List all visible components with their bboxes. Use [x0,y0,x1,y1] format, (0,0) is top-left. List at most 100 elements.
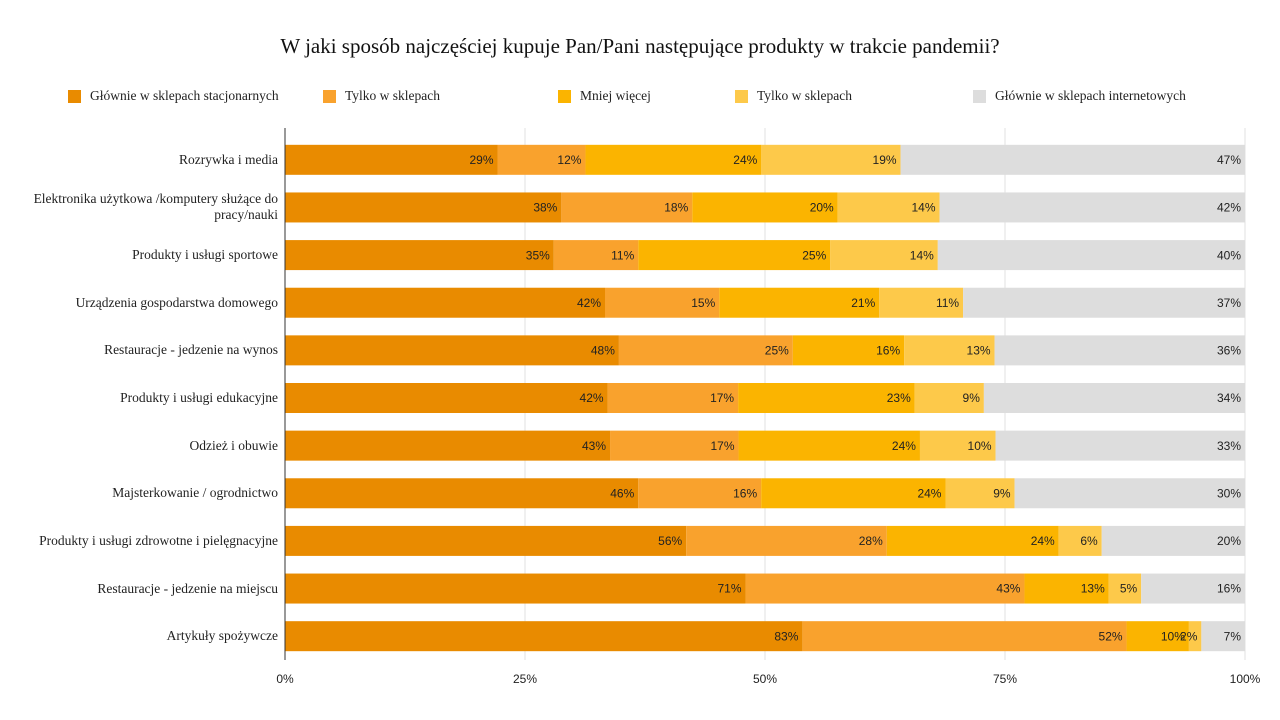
bar-segment [607,383,739,413]
bar-segment [285,192,562,223]
value-label: 24% [1031,534,1055,548]
bar-segment [1014,478,1245,509]
value-label: 20% [1217,534,1241,548]
bar-segment [745,573,1025,604]
value-label: 25% [802,248,826,262]
value-label: 34% [1217,391,1241,405]
bar-segment [937,240,1245,271]
bar-segment [719,287,880,318]
value-label: 10% [968,439,992,453]
value-label: 30% [1217,486,1241,500]
bar-segment [761,144,901,175]
x-tick-label: 75% [993,672,1017,686]
bar-segment [994,335,1245,366]
value-label: 16% [1217,582,1241,596]
y-tick-label: Odzież i obuwie [189,437,278,453]
value-label: 13% [967,344,991,358]
legend-swatch [973,90,986,103]
value-label: 56% [658,534,682,548]
value-label: 16% [876,344,900,358]
value-label: 38% [533,201,557,215]
bar-segment [497,144,586,175]
bar-segment [285,430,611,461]
value-label: 29% [469,153,493,167]
value-label: 20% [810,201,834,215]
value-label: 28% [859,534,883,548]
bar-segment [285,621,803,652]
bar-segment [761,478,946,509]
value-label: 25% [765,344,789,358]
legend-swatch [68,90,81,103]
y-tick-label: Urządzenia gospodarstwa domowego [75,294,278,310]
bar-segment [792,335,905,366]
value-label: 2% [1180,629,1198,643]
value-label: 13% [1081,582,1105,596]
bar-segment [285,525,687,556]
bar-segment [1101,525,1245,556]
legend-label: Tylko w sklepach [757,88,852,103]
bar-segment [738,383,915,413]
value-label: 14% [912,201,936,215]
legend-label: Głównie w sklepach stacjonarnych [90,88,279,103]
bar-segment [638,478,762,509]
bar-segment [802,621,1127,652]
bar-segment [285,240,554,271]
bar-segment [837,192,940,223]
value-label: 17% [710,391,734,405]
value-label: 36% [1217,344,1241,358]
bar-segment [945,478,1015,509]
value-label: 11% [936,296,959,310]
bar-segment [686,525,887,556]
bar-segment [886,525,1059,556]
value-label: 17% [711,439,735,453]
value-label: 18% [664,201,688,215]
x-tick-label: 25% [513,672,537,686]
y-tick-label: Rozrywka i media [179,151,278,167]
x-tick-label: 0% [276,672,294,686]
bar-segment [638,240,831,271]
y-tick-label: Produkty i usługi sportowe [132,247,278,263]
y-tick-label: Elektronika użytkowa /komputery służące … [33,191,278,223]
value-label: 6% [1080,534,1098,548]
bar-segment [553,240,639,271]
bar-segment [1188,621,1202,652]
bar-segment [561,192,693,223]
bar-segment [919,430,996,461]
value-label: 47% [1217,153,1241,167]
value-label: 71% [718,582,742,596]
bar-segment [285,287,605,318]
value-label: 43% [582,439,606,453]
value-label: 42% [1217,201,1241,215]
bar-segment [963,287,1245,318]
bar-segment [605,287,720,318]
legend-label: Tylko w sklepach [345,88,440,103]
value-label: 9% [963,391,981,405]
y-tick-label: Restauracje - jedzenie na miejscu [97,580,278,596]
bar-segment [939,192,1245,223]
value-label: 37% [1217,296,1241,310]
chart-title: W jaki sposób najczęściej kupuje Pan/Pan… [280,34,999,58]
value-label: 19% [873,153,897,167]
legend-swatch [323,90,336,103]
x-tick-label: 50% [753,672,777,686]
bar-segment [983,383,1245,413]
bar-segment [904,335,995,366]
y-tick-label: Produkty i usługi edukacyjne [120,390,278,405]
value-label: 42% [577,296,601,310]
legend-label: Mniej więcej [580,88,651,103]
x-tick-label: 100% [1230,672,1261,686]
bar-segment [1108,573,1142,604]
bar-segment [1126,621,1189,652]
bar-segment [914,383,984,413]
value-label: 12% [557,153,581,167]
value-label: 33% [1217,439,1241,453]
value-label: 40% [1217,248,1241,262]
value-label: 24% [917,486,941,500]
y-tick-label: Restauracje - jedzenie na wynos [104,342,278,358]
y-tick-label: Produkty i usługi zdrowotne i pielęgnacy… [39,532,278,548]
value-label: 9% [993,486,1011,500]
bar-segment [285,335,619,366]
value-label: 5% [1120,582,1138,596]
value-label: 7% [1224,629,1242,643]
